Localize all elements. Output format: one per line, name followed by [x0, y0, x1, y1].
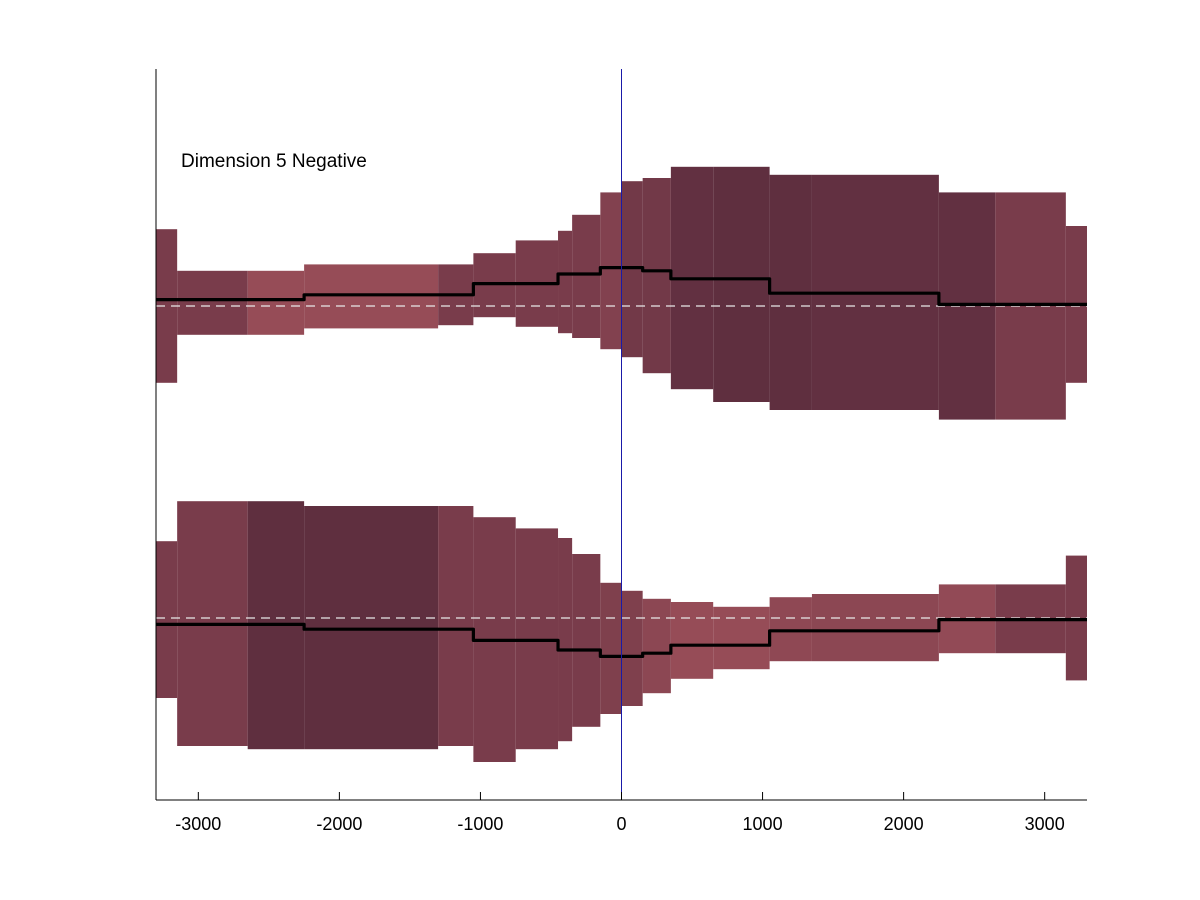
lower-band-segment-3	[304, 506, 439, 750]
x-tick-label-6: 3000	[1025, 814, 1065, 834]
lower-band-segment-12	[670, 602, 714, 679]
upper-band-segment-9	[600, 192, 622, 350]
upper-band-segment-11	[642, 178, 671, 374]
upper-mean-line	[156, 266, 1087, 306]
x-tick-label-0: -3000	[175, 814, 221, 834]
upper-band-segment-1	[177, 270, 248, 335]
chart-title: Dimension 5 Negative	[181, 151, 367, 172]
x-ticks: -3000 -2000 -1000 0 1000 2000 3000	[175, 792, 1065, 834]
upper-band-segment-8	[572, 214, 601, 338]
lower-band-segment-9	[600, 582, 622, 714]
bands-layer	[156, 166, 1087, 762]
upper-band-segment-13	[713, 166, 770, 402]
mean-line-layer	[156, 266, 1087, 658]
upper-band-segment-2	[247, 270, 305, 335]
lower-band-segment-15	[811, 594, 939, 662]
lower-band-segment-13	[713, 606, 770, 670]
x-tick-label-3: 0	[616, 814, 626, 834]
lower-band-segment-7	[558, 538, 573, 742]
upper-band-segment-0	[156, 229, 178, 383]
lower-band-segment-8	[572, 554, 601, 727]
x-tick-label-4: 1000	[743, 814, 783, 834]
lower-band-segment-10	[621, 590, 643, 706]
upper-band-segment-7	[558, 230, 573, 334]
x-tick-label-5: 2000	[884, 814, 924, 834]
x-tick-label-1: -2000	[316, 814, 362, 834]
lower-band-segment-0	[156, 541, 178, 698]
lower-band-segment-11	[642, 598, 671, 694]
x-tick-label-2: -1000	[457, 814, 503, 834]
lower-band-segment-4	[438, 506, 474, 746]
lower-mean-line	[156, 618, 1087, 658]
